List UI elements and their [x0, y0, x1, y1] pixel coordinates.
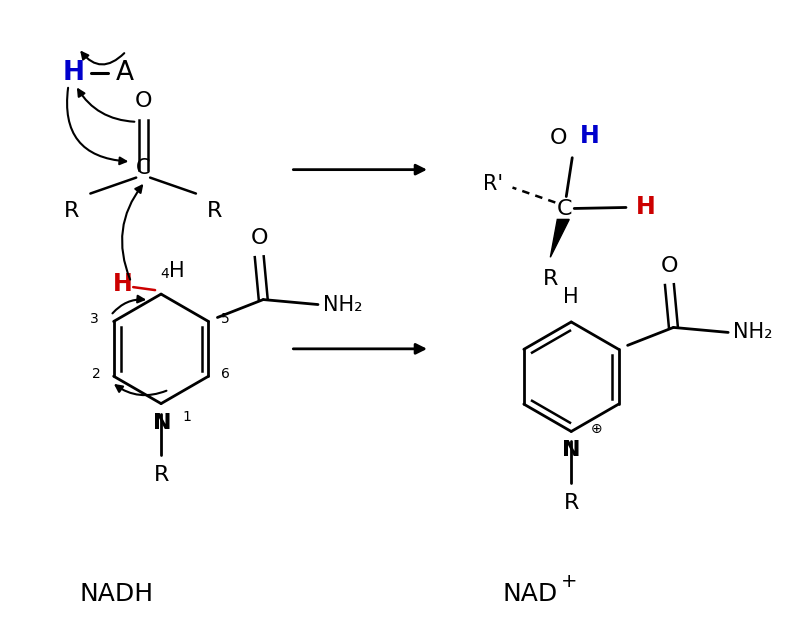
Text: NADH: NADH	[79, 582, 154, 606]
Text: 2: 2	[92, 367, 101, 381]
Text: R: R	[563, 493, 579, 514]
Text: NH₂: NH₂	[323, 295, 362, 315]
Text: R: R	[207, 201, 222, 221]
Text: H: H	[114, 272, 133, 296]
Text: H: H	[580, 124, 600, 148]
Text: R': R'	[483, 174, 503, 194]
Text: 4: 4	[161, 267, 170, 281]
Text: NH₂: NH₂	[733, 322, 773, 342]
Text: H: H	[636, 196, 656, 219]
Text: N: N	[153, 413, 171, 433]
Text: 1: 1	[182, 409, 191, 424]
Text: R: R	[542, 269, 558, 289]
Text: N: N	[562, 440, 581, 460]
Text: O: O	[661, 256, 678, 276]
Text: R: R	[64, 201, 79, 221]
Text: +: +	[562, 572, 578, 591]
Polygon shape	[550, 219, 570, 257]
Text: H: H	[62, 60, 85, 86]
Text: C: C	[136, 157, 150, 177]
Text: O: O	[250, 228, 268, 248]
Text: 5: 5	[222, 312, 230, 327]
Text: A: A	[116, 60, 134, 86]
Text: C: C	[557, 199, 572, 219]
Text: NAD: NAD	[502, 582, 558, 606]
Text: O: O	[550, 128, 567, 148]
Text: H: H	[563, 287, 579, 307]
Text: 3: 3	[90, 312, 98, 327]
Text: ⊕: ⊕	[591, 421, 602, 436]
Text: H: H	[169, 261, 185, 281]
Text: R: R	[154, 465, 169, 485]
Text: O: O	[134, 91, 152, 111]
Text: 6: 6	[222, 367, 230, 381]
